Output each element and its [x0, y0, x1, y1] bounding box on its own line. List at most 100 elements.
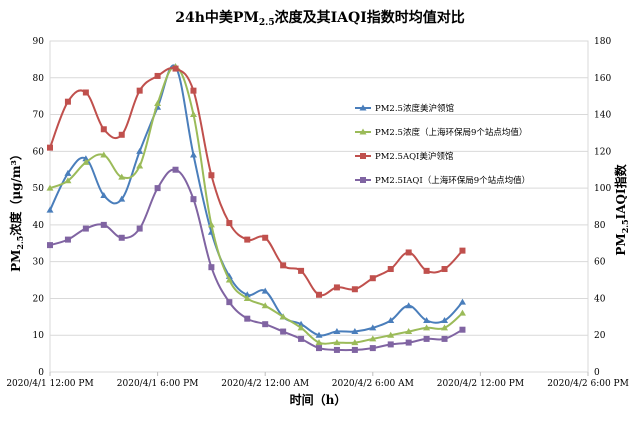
data-point [298, 335, 305, 342]
x-tick-label: 2020/4/2 6:00 PM [547, 379, 629, 389]
data-point [208, 264, 215, 271]
data-point [100, 126, 107, 133]
y-left-tick-label: 40 [33, 221, 45, 231]
data-point [405, 328, 413, 335]
data-point [64, 98, 71, 105]
y-left-tick-label: 60 [33, 147, 45, 157]
y-right-tick-label: 0 [594, 368, 600, 378]
legend-label: PM2.5浓度（上海环保局9个站点均值） [375, 127, 527, 138]
data-point [82, 89, 89, 96]
data-point [369, 275, 376, 282]
data-point [423, 267, 430, 274]
y-axis-left-label: PM2.5浓度（μg/m³） [8, 148, 25, 272]
data-point [261, 287, 269, 294]
data-point [262, 234, 269, 241]
data-point [190, 196, 197, 203]
series-layer [46, 63, 466, 353]
legend-label: PM2.5浓度美沪领馆 [375, 103, 454, 114]
legend-marker [360, 153, 366, 159]
data-point [172, 166, 179, 173]
data-point [333, 346, 340, 353]
y-axis-right-label-sub: 2.5 [620, 219, 630, 233]
data-point [118, 173, 126, 180]
y-axis-right-label-rest: IAQI指数 [613, 163, 628, 219]
data-point [405, 302, 413, 309]
data-point [118, 234, 125, 241]
data-point [136, 162, 144, 169]
series-3 [47, 166, 466, 353]
data-point [387, 331, 395, 338]
data-point [64, 177, 72, 184]
plot-area [49, 40, 589, 373]
data-point [459, 247, 466, 254]
data-point [387, 266, 394, 273]
data-point [458, 298, 466, 305]
chart-title: 24h中美PM2.5浓度及其IAQI指数时均值对比 [175, 9, 465, 28]
y-left-tick-label: 0 [38, 368, 44, 378]
data-point [154, 100, 162, 107]
data-point [279, 313, 287, 320]
data-point [243, 291, 251, 298]
y-axis-left-label-sub: 2.5 [15, 236, 25, 250]
legend-item: PM2.5浓度美沪领馆 [355, 103, 454, 114]
y-right-tick-label: 60 [594, 258, 606, 268]
y-left-tick-label: 30 [33, 258, 45, 268]
data-point [64, 236, 71, 243]
legend-label: PM2.5IAQI（上海环保局9个站点均值） [375, 175, 530, 186]
data-point [189, 111, 197, 118]
legend-marker [360, 177, 366, 183]
data-point [82, 155, 90, 162]
data-point [46, 206, 54, 213]
data-point [333, 284, 340, 291]
data-point [297, 324, 305, 331]
data-point [387, 317, 395, 324]
series-2 [47, 65, 466, 298]
data-point [225, 276, 233, 283]
data-point [351, 346, 358, 353]
legend-marker [359, 104, 367, 111]
data-point [351, 286, 358, 293]
x-tick-label: 2020/4/2 12:00 PM [437, 379, 524, 389]
y-right-tick-label: 140 [594, 111, 611, 121]
data-point [369, 335, 377, 342]
data-point [315, 339, 323, 346]
data-point [100, 221, 107, 228]
data-point [82, 158, 90, 165]
y-right-tick-label: 160 [594, 74, 611, 84]
y-axis-left-label-main: PM [9, 250, 23, 272]
data-point [154, 72, 161, 79]
data-point [369, 345, 376, 352]
data-point [459, 326, 466, 333]
data-point [47, 242, 53, 249]
x-tick-label: 2020/4/1 12:00 PM [6, 379, 93, 389]
data-point [351, 328, 359, 335]
data-point [423, 324, 431, 331]
axis-layer: 0 10 20 30 40 50 60 70 80 90 0 20 40 60 80 100 120 140 160… [6, 37, 628, 389]
y-right-tick-label: 80 [594, 221, 606, 231]
data-point [316, 345, 322, 352]
data-point [64, 169, 72, 176]
chart-title-rest: 浓度及其IAQI指数时均值对比 [275, 9, 465, 26]
data-point [369, 324, 377, 331]
data-point [207, 221, 215, 228]
data-point [136, 87, 143, 94]
y-right-tick-label: 40 [594, 294, 606, 304]
data-point [441, 335, 448, 342]
chart-title-main: 24h中美PM [175, 9, 259, 26]
data-point [136, 225, 143, 232]
data-point [46, 184, 54, 191]
data-point [405, 249, 412, 256]
series-1 [46, 63, 466, 346]
data-point [280, 262, 287, 269]
data-point [441, 266, 448, 273]
y-axis-left-label-rest: 浓度（μg/m³） [8, 148, 23, 236]
legend-item: PM2.5浓度（上海环保局9个站点均值） [355, 127, 527, 138]
legend-item: PM2.5IAQI（上海环保局9个站点均值） [355, 175, 530, 186]
data-point [172, 65, 179, 72]
data-point [243, 294, 251, 301]
legend-marker [359, 128, 367, 135]
data-point [458, 309, 466, 316]
data-point [262, 321, 269, 328]
data-point [441, 317, 449, 324]
data-point [100, 191, 108, 198]
